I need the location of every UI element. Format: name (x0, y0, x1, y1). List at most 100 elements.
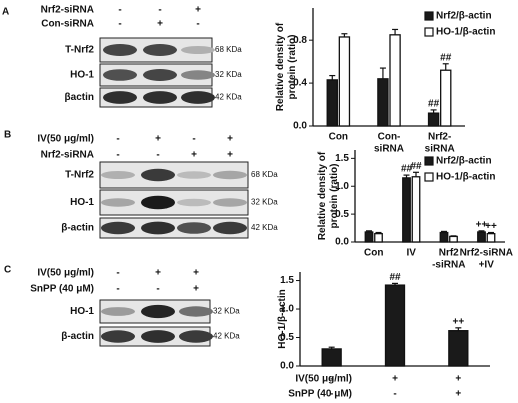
blot-band (103, 69, 137, 81)
condition-sign: - (196, 19, 199, 30)
y-tick-label: 1.5 (280, 275, 294, 286)
x-tick-label: Nrf2 (439, 248, 459, 259)
condition-label: Nrf2-siRNA (41, 5, 94, 16)
condition-sign: + (193, 268, 199, 279)
blot-band (213, 170, 247, 180)
condition-sign: + (191, 150, 197, 161)
blot-band (141, 221, 175, 235)
legend-swatch (424, 172, 434, 182)
condition-label: SnPP (40 μM) (288, 389, 352, 400)
significance-mark: ++ (476, 219, 488, 230)
y-tick-label: 0.0 (335, 237, 349, 248)
blot-band (141, 195, 175, 210)
row-label: T-Nrf2 (65, 170, 94, 181)
x-tick-label: Nrf2- (428, 132, 451, 143)
condition-sign: - (116, 150, 119, 161)
blot-band (101, 330, 135, 343)
y-axis-label-line: Relative density of (275, 22, 286, 111)
condition-label: Con-siRNA (41, 19, 94, 30)
x-tick-label: siRNA (374, 144, 404, 155)
condition-sign: + (193, 284, 199, 295)
bar (364, 231, 374, 243)
blot-band (141, 168, 175, 182)
condition-sign: + (227, 150, 233, 161)
condition-sign: - (158, 5, 161, 16)
kda-label: 42 KDa (215, 93, 242, 102)
blot-band (177, 171, 211, 179)
kda-label: 42 KDa (213, 332, 240, 341)
x-tick-label: +IV (479, 260, 495, 271)
legend-label: HO-1/β-actin (436, 172, 495, 183)
y-tick-label: 0.8 (293, 35, 307, 46)
bar (377, 78, 389, 127)
condition-label: IV(50 μg/ml) (295, 374, 352, 385)
condition-sign: - (116, 268, 119, 279)
panel-label: B (4, 130, 11, 141)
bar (338, 36, 351, 127)
row-label: βactin (65, 92, 94, 103)
x-tick-label: Con- (378, 132, 401, 143)
x-tick-label: siRNA (425, 144, 455, 155)
blot-band (177, 222, 211, 234)
y-tick-label: 1.0 (335, 181, 349, 192)
bar (384, 284, 406, 367)
bar (326, 79, 338, 127)
x-tick-label: Con (329, 132, 348, 143)
x-tick-label: -siRNA (432, 260, 465, 271)
row-label: HO-1 (70, 197, 94, 208)
x-tick-label: IV (407, 248, 417, 259)
condition-sign: - (393, 389, 396, 400)
condition-sign: + (455, 374, 461, 385)
bar (427, 112, 440, 127)
condition-sign: + (455, 389, 461, 400)
blot-band (181, 91, 215, 104)
blot-band (143, 44, 177, 56)
row-label: HO-1 (70, 70, 94, 81)
condition-label: SnPP (40 μM) (30, 284, 94, 295)
blot-band (179, 330, 213, 343)
condition-sign: - (192, 134, 195, 145)
y-axis-label: Relative density ofprotein (ratio) (275, 22, 298, 111)
blot-band (213, 198, 247, 207)
condition-sign: + (155, 134, 161, 145)
significance-mark: ++ (452, 316, 464, 327)
y-axis-label-line: Relative density of (317, 151, 328, 240)
bar (411, 176, 421, 243)
condition-sign: - (116, 284, 119, 295)
legend-label: HO-1/β-actin (436, 27, 495, 38)
panel-label: A (2, 7, 9, 18)
condition-sign: - (118, 19, 121, 30)
blot-band (179, 306, 213, 317)
legend-label: Nrf2/β-actin (436, 156, 492, 167)
y-tick-label: 0.4 (293, 78, 307, 89)
condition-sign: - (156, 150, 159, 161)
significance-mark: ## (389, 272, 401, 283)
condition-sign: + (157, 19, 163, 30)
y-axis-label-line: HO-1/β-actin (277, 289, 288, 348)
condition-label: Nrf2-siRNA (41, 150, 94, 161)
legend-swatch (424, 11, 434, 21)
significance-mark: ## (428, 99, 440, 110)
condition-sign: - (330, 374, 333, 385)
blot-band (143, 69, 177, 81)
y-axis-label-line: protein (ratio) (329, 164, 340, 229)
blot-band (181, 46, 215, 54)
blot-band (143, 91, 177, 104)
condition-sign: + (392, 374, 398, 385)
blot-band (103, 91, 137, 104)
blot-band (181, 70, 215, 80)
blot-band (101, 198, 135, 207)
blot-band (213, 221, 247, 235)
kda-label: 32 KDa (215, 70, 242, 79)
kda-label: 42 KDa (251, 223, 278, 232)
blot-band (101, 307, 135, 316)
blot-band (103, 44, 137, 56)
blot-band (101, 221, 135, 235)
y-axis-label: HO-1/β-actin (277, 289, 288, 348)
legend-swatch (424, 156, 434, 166)
kda-label: 32 KDa (213, 307, 240, 316)
condition-sign: - (116, 134, 119, 145)
y-tick-label: 0.0 (293, 121, 307, 132)
significance-mark: ## (410, 161, 422, 172)
y-tick-label: 0.0 (280, 361, 294, 372)
